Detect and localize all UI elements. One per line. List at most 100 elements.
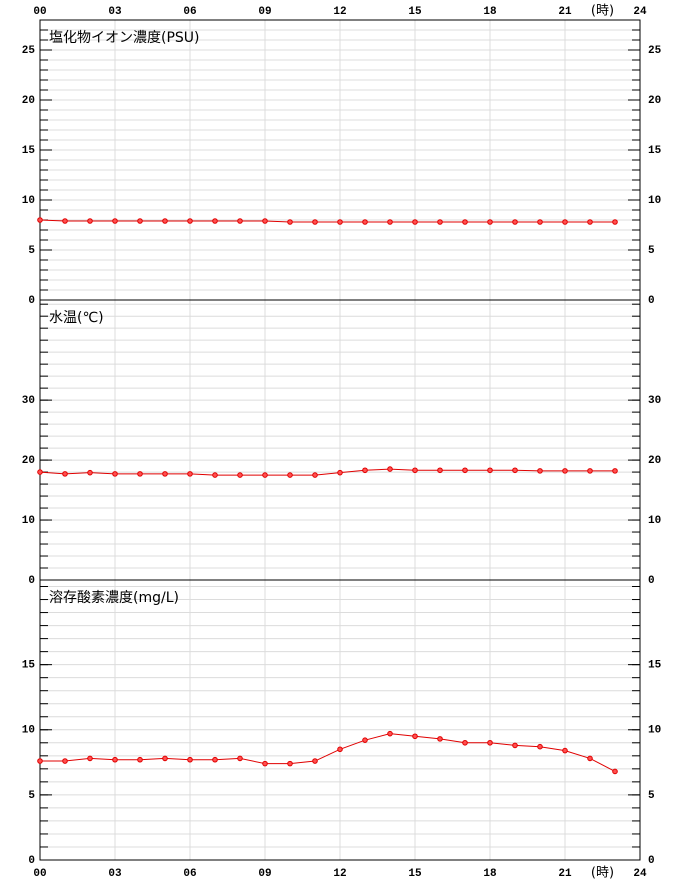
- y-tick-label: 0: [648, 855, 655, 867]
- y-tick-label: 20: [22, 455, 35, 467]
- x-tick-label: 21: [558, 6, 572, 18]
- y-tick-label: 5: [28, 790, 35, 802]
- data-point: [162, 755, 168, 762]
- data-point: [187, 756, 193, 763]
- data-point: [537, 468, 543, 474]
- y-tick-label: 20: [648, 455, 661, 467]
- data-point: [387, 466, 393, 472]
- y-tick-label: 10: [648, 725, 661, 737]
- data-point: [512, 219, 518, 225]
- x-axis-label: (時): [591, 866, 614, 880]
- data-point: [237, 218, 243, 224]
- data-point: [187, 218, 193, 224]
- data-point: [37, 758, 43, 764]
- y-tick-label: 15: [648, 145, 662, 157]
- data-point: [412, 467, 418, 474]
- data-line: [39, 219, 615, 223]
- y-tick-label: 0: [28, 855, 35, 867]
- data-point: [512, 742, 518, 749]
- data-point: [62, 758, 68, 764]
- data-point: [337, 746, 343, 753]
- data-point: [337, 219, 343, 225]
- y-tick-label: 15: [22, 145, 36, 157]
- data-point: [612, 219, 618, 225]
- data-point: [312, 219, 318, 225]
- y-tick-label: 10: [22, 515, 35, 527]
- y-tick-label: 30: [22, 395, 35, 407]
- x-tick-label: 12: [333, 6, 346, 18]
- y-tick-label: 10: [22, 725, 35, 737]
- x-tick-label: 06: [183, 868, 196, 880]
- x-tick-label: 03: [108, 6, 122, 18]
- panel-title: 溶存酸素濃度(mg/L): [49, 590, 179, 606]
- x-tick-label: 12: [333, 868, 346, 880]
- data-point: [412, 733, 418, 740]
- data-point: [462, 219, 468, 225]
- data-point: [62, 471, 68, 477]
- y-tick-label: 20: [22, 95, 35, 107]
- x-tick-label: 09: [258, 6, 271, 18]
- data-point: [387, 219, 393, 225]
- x-axis-label: (時): [591, 4, 614, 19]
- data-point: [262, 472, 268, 478]
- data-point: [262, 760, 268, 767]
- data-point: [487, 219, 493, 225]
- data-point: [312, 758, 318, 764]
- data-point: [537, 219, 543, 225]
- data-point: [212, 472, 218, 478]
- y-tick-label: 0: [648, 575, 655, 587]
- data-point: [212, 218, 218, 224]
- data-point: [337, 469, 343, 476]
- y-tick-label: 0: [28, 295, 35, 307]
- data-point: [162, 471, 168, 477]
- data-point: [437, 736, 443, 742]
- data-point: [612, 768, 618, 775]
- y-tick-label: 15: [648, 660, 662, 672]
- y-tick-label: 5: [648, 790, 655, 802]
- x-tick-label: 00: [33, 6, 46, 18]
- data-point: [487, 739, 493, 746]
- data-point: [562, 468, 568, 474]
- data-point: [462, 467, 468, 474]
- data-point: [612, 468, 618, 474]
- x-tick-label: 24: [633, 868, 647, 880]
- x-tick-label: 09: [258, 868, 271, 880]
- y-tick-label: 10: [22, 195, 35, 207]
- data-point: [287, 219, 293, 225]
- y-tick-label: 15: [22, 660, 36, 672]
- data-point: [87, 469, 93, 476]
- data-point: [587, 468, 593, 474]
- data-point: [162, 218, 168, 224]
- x-tick-label: 06: [183, 6, 196, 18]
- y-tick-label: 5: [28, 245, 35, 257]
- data-point: [112, 471, 118, 477]
- data-point: [62, 218, 68, 224]
- y-tick-label: 0: [28, 575, 35, 587]
- x-tick-label: 03: [108, 868, 122, 880]
- data-point: [362, 467, 368, 474]
- data-point: [87, 755, 93, 762]
- data-point: [137, 471, 143, 477]
- data-point: [437, 467, 443, 474]
- data-point: [237, 755, 243, 762]
- data-point: [287, 472, 293, 478]
- y-tick-label: 25: [22, 45, 36, 57]
- data-point: [237, 472, 243, 478]
- plot-frame: [39, 579, 641, 861]
- x-tick-label: 24: [633, 6, 647, 18]
- y-tick-label: 0: [648, 295, 655, 307]
- data-point: [362, 737, 368, 743]
- x-tick-label: 18: [483, 868, 497, 880]
- data-point: [87, 218, 93, 224]
- data-point: [437, 219, 443, 225]
- data-point: [562, 747, 568, 754]
- y-tick-label: 30: [648, 395, 661, 407]
- data-point: [112, 218, 118, 224]
- data-point: [487, 467, 493, 474]
- x-tick-label: 18: [483, 6, 497, 18]
- y-tick-label: 10: [648, 195, 661, 207]
- data-point: [412, 219, 418, 225]
- data-point: [562, 219, 568, 225]
